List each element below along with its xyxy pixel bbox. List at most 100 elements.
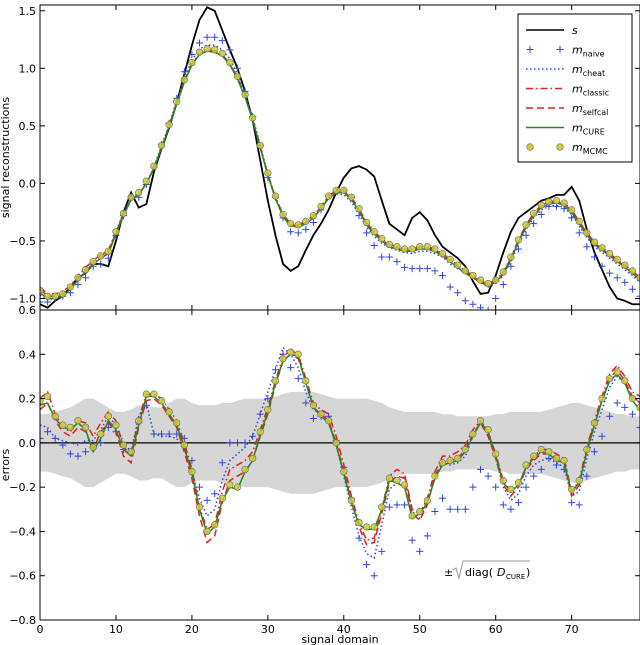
point-m_MCMC — [241, 91, 249, 99]
point-m_MCMC — [59, 290, 67, 298]
point-m_naive — [484, 472, 492, 480]
point-m_naive — [408, 536, 416, 544]
point-m_naive — [568, 499, 576, 507]
point-m_MCMC — [423, 243, 431, 251]
legend-marker — [556, 46, 564, 53]
point-m_MCMC — [575, 217, 583, 225]
point-m_MCMC — [264, 169, 272, 177]
point-m_naive — [461, 297, 469, 305]
y-tick-label: 0.4 — [19, 348, 37, 361]
point-m_naive — [393, 501, 401, 509]
point-m_naive — [537, 210, 545, 218]
point-m_MCMC — [180, 441, 188, 449]
point-m_MCMC — [218, 49, 226, 57]
point-m_MCMC — [287, 348, 295, 356]
point-m_MCMC — [568, 485, 576, 493]
point-m_MCMC — [552, 197, 561, 205]
band-label-text: diag( — [465, 566, 493, 579]
point-m_MCMC — [431, 245, 439, 253]
y-tick-label: 1.5 — [19, 5, 37, 18]
point-m_naive — [583, 472, 591, 480]
point-m_naive — [568, 214, 576, 222]
point-m_naive — [507, 505, 515, 513]
point-m_naive — [203, 496, 211, 504]
point-m_MCMC — [362, 218, 371, 227]
legend-label-sub: classic — [583, 89, 609, 98]
x-axis-label: signal domain — [301, 633, 378, 645]
point-m_MCMC — [400, 481, 409, 489]
point-m_MCMC — [43, 292, 52, 300]
axes-frame — [39, 309, 640, 621]
point-m_MCMC — [203, 527, 211, 536]
point-m_naive — [423, 532, 431, 540]
y-axis-label: errors — [0, 449, 12, 482]
point-m_naive — [385, 503, 393, 511]
point-m_MCMC — [492, 450, 500, 458]
legend-label: s — [572, 24, 578, 37]
point-m_MCMC — [256, 428, 264, 436]
point-m_MCMC — [522, 461, 530, 469]
point-m_naive — [636, 423, 640, 431]
point-m_naive — [461, 505, 469, 513]
point-m_naive — [40, 434, 44, 442]
point-m_MCMC — [157, 397, 166, 405]
point-m_MCMC — [537, 445, 545, 454]
point-m_MCMC — [211, 521, 219, 529]
point-m_MCMC — [112, 421, 120, 429]
point-m_naive — [575, 229, 583, 237]
point-m_MCMC — [560, 456, 568, 465]
y-axis-label: signal reconstructions — [0, 97, 12, 218]
point-m_naive — [211, 33, 219, 41]
point-m_naive — [590, 253, 598, 261]
y-tick-label: 1.0 — [19, 62, 37, 75]
point-m_MCMC — [43, 392, 52, 400]
point-m_MCMC — [309, 212, 318, 220]
y-tick-label: −0.6 — [9, 570, 36, 583]
point-m_MCMC — [522, 221, 530, 229]
point-m_naive — [514, 499, 522, 507]
point-m_naive — [477, 465, 485, 473]
x-tick-label: 60 — [489, 623, 503, 636]
point-m_MCMC — [446, 255, 454, 263]
point-m_MCMC — [294, 221, 302, 229]
point-m_naive — [606, 412, 614, 420]
point-m_MCMC — [378, 235, 386, 243]
point-m_MCMC — [332, 186, 340, 194]
point-m_MCMC — [135, 417, 143, 425]
point-m_naive — [492, 294, 500, 302]
point-m_MCMC — [59, 421, 67, 429]
point-m_naive — [446, 283, 454, 291]
point-m_naive — [484, 306, 492, 310]
y-tick-label: 0.5 — [19, 120, 37, 133]
point-m_MCMC — [81, 423, 90, 431]
point-m_MCMC — [575, 476, 583, 485]
point-m_MCMC — [583, 445, 591, 454]
point-m_MCMC — [157, 141, 166, 150]
point-m_naive — [97, 260, 105, 268]
point-m_MCMC — [211, 46, 219, 54]
point-m_MCMC — [628, 394, 637, 403]
point-m_MCMC — [423, 496, 431, 505]
point-m_naive — [226, 439, 234, 447]
point-m_MCMC — [606, 250, 614, 258]
point-m_naive — [363, 561, 371, 569]
point-m_naive — [598, 262, 606, 270]
point-m_naive — [431, 267, 439, 275]
point-m_MCMC — [454, 454, 462, 462]
point-m_naive — [203, 33, 211, 41]
point-m_naive — [233, 439, 241, 447]
point-m_MCMC — [514, 236, 523, 244]
point-m_MCMC — [606, 375, 614, 383]
point-m_MCMC — [226, 58, 234, 67]
point-m_MCMC — [241, 465, 249, 474]
point-m_naive — [355, 534, 363, 542]
point-m_naive — [636, 292, 640, 300]
point-m_MCMC — [552, 454, 561, 462]
point-m_MCMC — [568, 206, 576, 214]
legend-label-sub: naive — [583, 50, 605, 59]
point-m_naive — [454, 505, 462, 513]
point-m_MCMC — [127, 193, 135, 201]
point-m_naive — [370, 572, 378, 580]
y-tick-label: 0.2 — [19, 393, 37, 406]
point-m_naive — [552, 461, 560, 469]
